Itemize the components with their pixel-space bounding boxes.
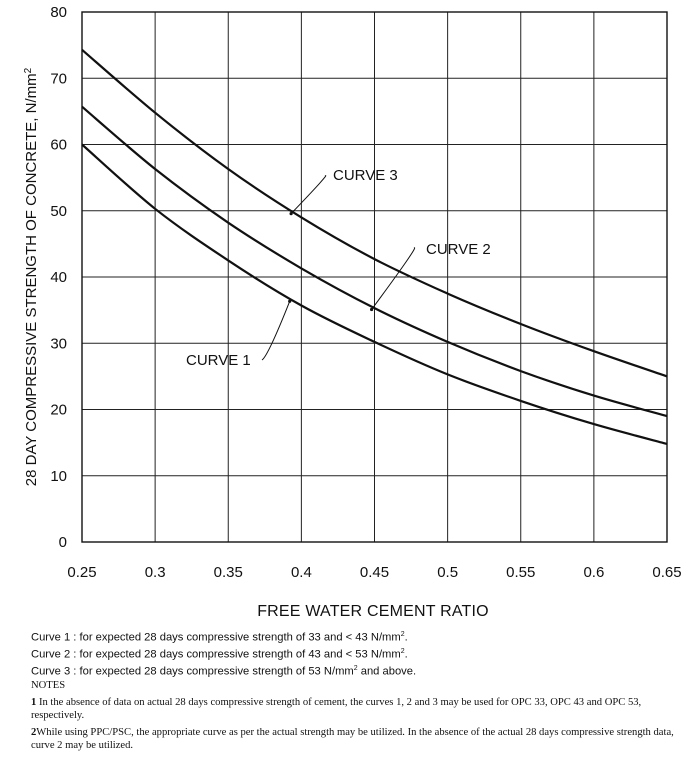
y-tick-label: 0 xyxy=(59,534,67,551)
legend-line-3: Curve 3 : for expected 28 days compressi… xyxy=(31,665,417,679)
x-tick-label: 0.5 xyxy=(437,564,458,581)
y-tick-label: 30 xyxy=(50,335,67,352)
chart-series xyxy=(81,48,668,445)
curve-leader-tip-2 xyxy=(370,307,374,312)
x-tick-label: 0.6 xyxy=(583,564,604,581)
y-axis-label: 28 DAY COMPRESSIVE STRENGTH OF CONCRETE,… xyxy=(23,67,41,486)
curve-leader-tip-3 xyxy=(289,212,293,216)
legend-line-2: Curve 2 : for expected 28 days compressi… xyxy=(31,648,408,661)
notes-title: NOTES xyxy=(31,680,66,691)
curve-legend: Curve 1 : for expected 28 days compressi… xyxy=(31,628,416,680)
y-tick-label: 60 xyxy=(50,137,67,154)
note-item-1: 1 In the absence of data on actual 28 da… xyxy=(31,697,642,722)
legend-line-1: Curve 1 : for expected 28 days compressi… xyxy=(31,631,408,644)
y-tick-label: 40 xyxy=(50,269,67,286)
y-tick-label: 20 xyxy=(50,402,67,419)
y-tick-label: 80 xyxy=(50,4,67,21)
x-tick-label: 0.3 xyxy=(145,564,166,581)
y-tick-label: 70 xyxy=(50,70,67,87)
series-line-curve-2 xyxy=(81,105,668,418)
x-tick-label: 0.25 xyxy=(67,564,96,581)
chart-ticks: 0.25 0.3 0.35 0.4 0.45 0.5 0.55 0.6 0.65 0 10 20 30 4… xyxy=(50,4,681,581)
plot-border xyxy=(81,11,668,543)
curve-label-3: CURVE 3 xyxy=(333,167,398,184)
x-tick-label: 0.65 xyxy=(652,564,681,581)
curve-label-2: CURVE 2 xyxy=(426,241,491,258)
curve-leader-line-3 xyxy=(290,175,327,214)
chart-curve-labels: CURVE 1 CURVE 2 CURVE 3 xyxy=(186,167,491,369)
curve-leader-line-1 xyxy=(261,301,291,361)
y-tick-label: 10 xyxy=(50,468,67,485)
curve-label-1: CURVE 1 xyxy=(186,352,251,369)
x-tick-label: 0.55 xyxy=(506,564,535,581)
x-axis-label: FREE WATER CEMENT RATIO xyxy=(257,603,489,620)
curve-leader-line-2 xyxy=(371,247,416,310)
chart: 0.25 0.3 0.35 0.4 0.45 0.5 0.55 0.6 0.65 0 10 20 30 4… xyxy=(23,4,682,581)
x-tick-label: 0.35 xyxy=(214,564,243,581)
series-line-curve-1 xyxy=(81,143,668,445)
y-tick-label: 50 xyxy=(50,203,67,220)
x-tick-label: 0.45 xyxy=(360,564,389,581)
notes-section: NOTES 1 In the absence of data on actual… xyxy=(31,679,693,755)
note-item-2: 2While using PPC/PSC, the appropriate cu… xyxy=(31,726,674,751)
chart-grid xyxy=(81,11,668,543)
x-tick-label: 0.4 xyxy=(291,564,312,581)
curve-leader-tip-1 xyxy=(288,299,292,303)
series-line-curve-3 xyxy=(81,48,668,378)
